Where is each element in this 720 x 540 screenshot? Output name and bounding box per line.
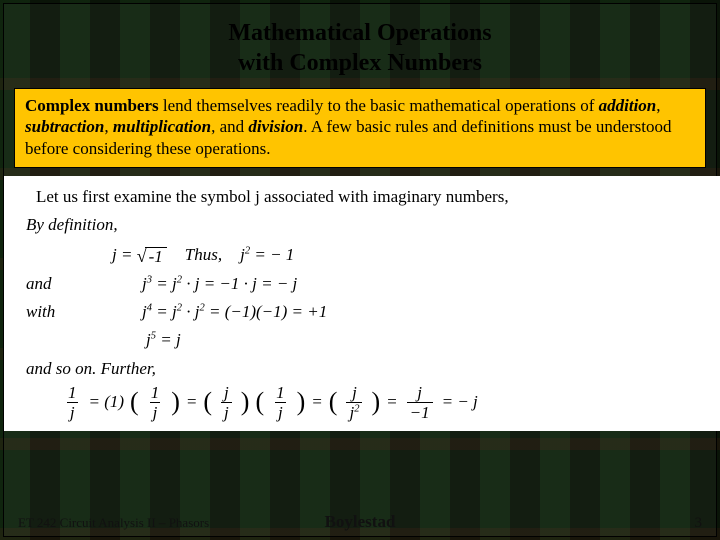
j-def-lhs: j = (112, 245, 132, 264)
op-subtraction: subtraction (25, 117, 104, 136)
slide-footer: ET 242 Circuit Analysis II – Phasors Boy… (4, 512, 716, 532)
frac-j-over-j: j j (221, 384, 232, 421)
and-so-on: and so on. Further, (26, 356, 702, 382)
intro-sep2: , (104, 117, 113, 136)
intro-lead: Complex numbers (25, 96, 159, 115)
slide-title: Mathematical Operations with Complex Num… (4, 4, 716, 84)
title-line2: with Complex Numbers (4, 48, 716, 78)
frac-j-over-neg1: j −1 (407, 384, 433, 421)
sqrt-icon: √-1 (137, 247, 167, 267)
frac-1-over-j: 1 j (65, 384, 80, 421)
eq-reciprocal-row: 1 j = (1) ( 1 j ) = ( j j ) ( 1 j ) = (62, 384, 702, 421)
math-panel: Let us first examine the symbol j associ… (4, 176, 720, 431)
title-line1: Mathematical Operations (4, 18, 716, 48)
j3-tail: · j = −1 · j = − j (182, 274, 297, 293)
and-label: and (26, 271, 72, 297)
intro-part1: lend themselves readily to the basic mat… (159, 96, 599, 115)
slide-frame: Mathematical Operations with Complex Num… (3, 3, 717, 537)
tail-neg-j: = − j (442, 389, 478, 415)
by-definition: By definition, (26, 212, 702, 238)
op-addition: addition (599, 96, 657, 115)
intro-sep1: , (656, 96, 660, 115)
with-label: with (26, 299, 72, 325)
eq-one: = (1) (89, 389, 125, 415)
op-division: division (248, 117, 303, 136)
footer-author: Boylestad (246, 512, 474, 532)
j5-tail: = j (156, 330, 181, 349)
frac-1-over-j-3: 1 j (273, 384, 288, 421)
intro-and: , and (211, 117, 248, 136)
j3-mid: = j (152, 274, 177, 293)
thus-label: Thus, (185, 242, 222, 268)
j4-mid1: = j (152, 302, 177, 321)
eq-j3-row: and j3 = j2 · j = −1 · j = − j (26, 271, 702, 297)
eq-j4-row: with j4 = j2 · j2 = (−1)(−1) = +1 (26, 299, 702, 325)
eq-j5-row: j5 = j (146, 327, 702, 353)
sqrt-arg: -1 (145, 247, 167, 267)
examine-line: Let us first examine the symbol j associ… (36, 184, 702, 210)
intro-highlight-box: Complex numbers lend themselves readily … (14, 88, 706, 168)
j4-mid2: · j (182, 302, 199, 321)
op-multiplication: multiplication (113, 117, 211, 136)
footer-left: ET 242 Circuit Analysis II – Phasors (18, 515, 246, 531)
j2-rhs: = − 1 (250, 245, 294, 264)
frac-j-over-j2: j j2 (346, 384, 362, 421)
footer-page-number: 3 (474, 515, 702, 532)
eq-j-definition: j = √-1 Thus, j2 = − 1 (112, 242, 702, 268)
j4-tail: = (−1)(−1) = +1 (205, 302, 328, 321)
frac-1-over-j-2: 1 j (148, 384, 163, 421)
